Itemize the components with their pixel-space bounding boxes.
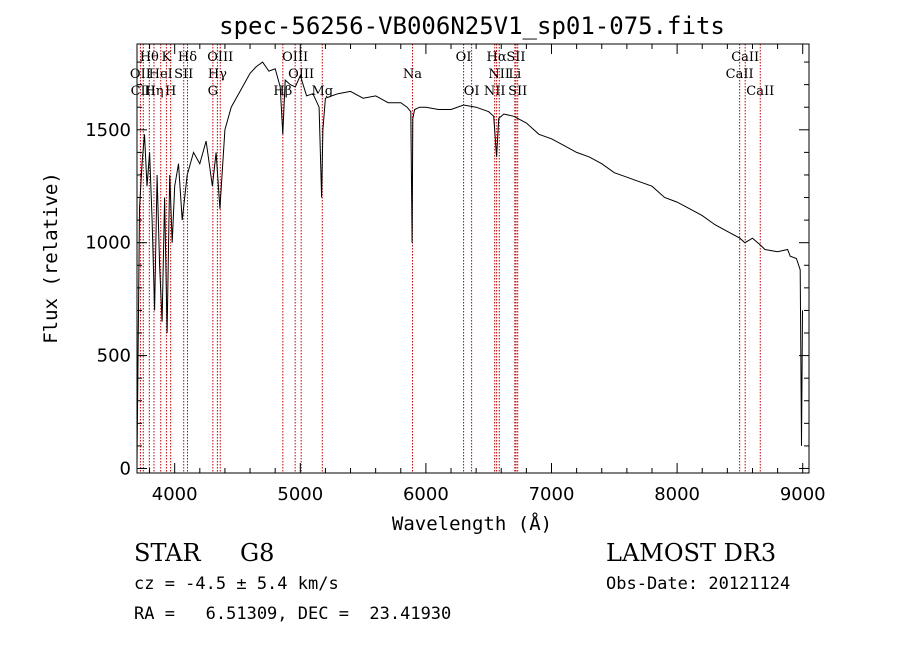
line-label-12: Hγ [208,67,227,82]
y-axis-ticks: 0 500 1000 1500 [85,61,809,479]
line-label-17: CaII [726,67,754,82]
object-subclass: G8 [240,539,275,567]
plot-frame [136,43,810,474]
line-label-24: OI [464,84,480,99]
spectral-line-markers [139,44,761,473]
line-label-13: OIII [288,67,314,82]
y-tick-label: 1000 [85,233,131,254]
line-label-4: OIII [282,50,308,65]
x-tick-label: 5000 [277,484,323,505]
line-label-16: Li [508,67,521,82]
object-class: STAR [134,539,201,567]
x-tick-label: 8000 [654,484,700,505]
line-label-6: Hα [487,50,507,65]
chart-title: spec-56256-VB006N25V1_sp01-075.fits [219,12,725,40]
x-tick-label: 6000 [403,484,449,505]
line-label-0: Hθ [140,50,159,65]
observation-date: Obs-Date: 20121124 [606,574,791,594]
y-axis-label: Flux (relative) [40,172,62,344]
line-label-9: OII [130,67,151,82]
line-label-19: Hη [144,84,163,99]
line-label-3: OIII [207,50,233,65]
line-label-25: NII [484,84,506,99]
y-tick-label: 0 [120,458,131,479]
x-axis-ticks: 4000 5000 6000 7000 8000 9000 [149,44,826,505]
line-label-21: G [208,84,218,99]
line-label-23: Mg [311,84,333,99]
line-label-14: Na [403,67,422,82]
x-tick-label: 9000 [780,484,826,505]
survey-name: LAMOST DR3 [606,539,777,567]
x-axis-label: Wavelength (Å) [392,512,552,535]
redshift-velocity: cz = -4.5 ± 5.4 km/s [134,574,339,594]
line-label-2: Hδ [178,50,197,65]
y-tick-label: 500 [97,346,131,367]
line-label-20: H [165,84,176,99]
line-label-5: OI [456,50,472,65]
line-label-26: SII [508,84,527,99]
line-label-10: HeI [149,67,173,82]
line-label-7: SII [506,50,525,65]
x-tick-label: 4000 [152,484,198,505]
line-label-8: CaII [731,50,759,65]
spectrum-line [136,61,803,465]
coordinates: RA = 6.51309, DEC = 23.41930 [134,604,452,624]
line-label-27: CaII [746,84,774,99]
line-label-22: Hβ [273,84,292,99]
y-tick-label: 1500 [85,120,131,141]
line-label-1: K [162,50,172,65]
line-label-15: NII [488,67,510,82]
line-label-11: SII [174,67,193,82]
x-tick-label: 7000 [529,484,575,505]
